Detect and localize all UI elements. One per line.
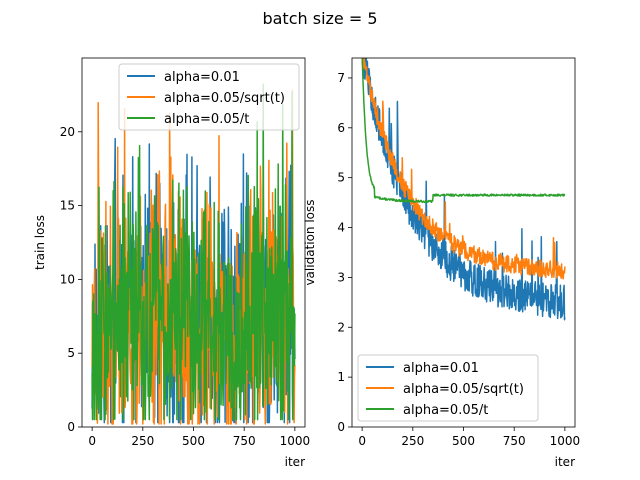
x-tick-label: 250 bbox=[131, 434, 154, 448]
figure-suptitle: batch size = 5 bbox=[262, 9, 377, 28]
series-line-3 bbox=[361, 58, 566, 204]
x-tick-label: 500 bbox=[182, 434, 205, 448]
x-tick-label: 750 bbox=[503, 434, 526, 448]
left-panel-train-loss: 0 250 500 750 1000 0 5 10 15 20 iter train loss alph… bbox=[33, 57, 311, 469]
y-tick-label: 3 bbox=[337, 270, 345, 284]
x-tick-label: 0 bbox=[88, 434, 96, 448]
y-tick-label: 5 bbox=[337, 171, 345, 185]
legend-box bbox=[118, 63, 300, 131]
y-axis-label: validation loss bbox=[303, 199, 317, 285]
y-axis-label: train loss bbox=[33, 215, 47, 270]
legend-entry: alpha=0.05/t bbox=[403, 403, 488, 418]
x-tick-label: 0 bbox=[358, 434, 366, 448]
y-tick-label: 1 bbox=[337, 370, 345, 384]
x-axis-label: iter bbox=[555, 455, 575, 469]
x-tick-label: 1000 bbox=[550, 434, 581, 448]
legend: alpha=0.01 alpha=0.05/sqrt(t) alpha=0.05/t bbox=[357, 354, 539, 422]
right-panel-validation-loss: 0 250 500 750 1000 0 1 2 3 4 5 6 7 iter validation los… bbox=[303, 57, 581, 469]
y-tick-label: 15 bbox=[60, 199, 75, 213]
x-tick-label: 1000 bbox=[280, 434, 311, 448]
legend-box bbox=[357, 354, 539, 422]
y-tick-label: 4 bbox=[337, 221, 345, 235]
series-line-2 bbox=[362, 58, 566, 280]
y-tick-label: 10 bbox=[60, 272, 75, 286]
legend-entry: alpha=0.01 bbox=[403, 361, 479, 376]
legend-entry: alpha=0.01 bbox=[164, 70, 240, 85]
legend: alpha=0.01 alpha=0.05/sqrt(t) alpha=0.05/t bbox=[118, 63, 300, 131]
y-tick-label: 0 bbox=[337, 420, 345, 434]
y-tick-label: 6 bbox=[337, 121, 345, 135]
y-tick-label: 20 bbox=[60, 125, 75, 139]
x-tick-label: 750 bbox=[233, 434, 256, 448]
legend-entry: alpha=0.05/sqrt(t) bbox=[403, 382, 524, 397]
y-tick-label: 7 bbox=[337, 71, 345, 85]
y-tick-label: 0 bbox=[67, 420, 75, 434]
y-tick-label: 2 bbox=[337, 320, 345, 334]
series-line-3 bbox=[91, 83, 296, 421]
x-tick-label: 500 bbox=[452, 434, 475, 448]
legend-entry: alpha=0.05/t bbox=[164, 112, 249, 127]
x-axis-label: iter bbox=[285, 455, 305, 469]
legend-entry: alpha=0.05/sqrt(t) bbox=[164, 91, 285, 106]
x-tick-label: 250 bbox=[401, 434, 424, 448]
y-tick-label: 5 bbox=[67, 346, 75, 360]
